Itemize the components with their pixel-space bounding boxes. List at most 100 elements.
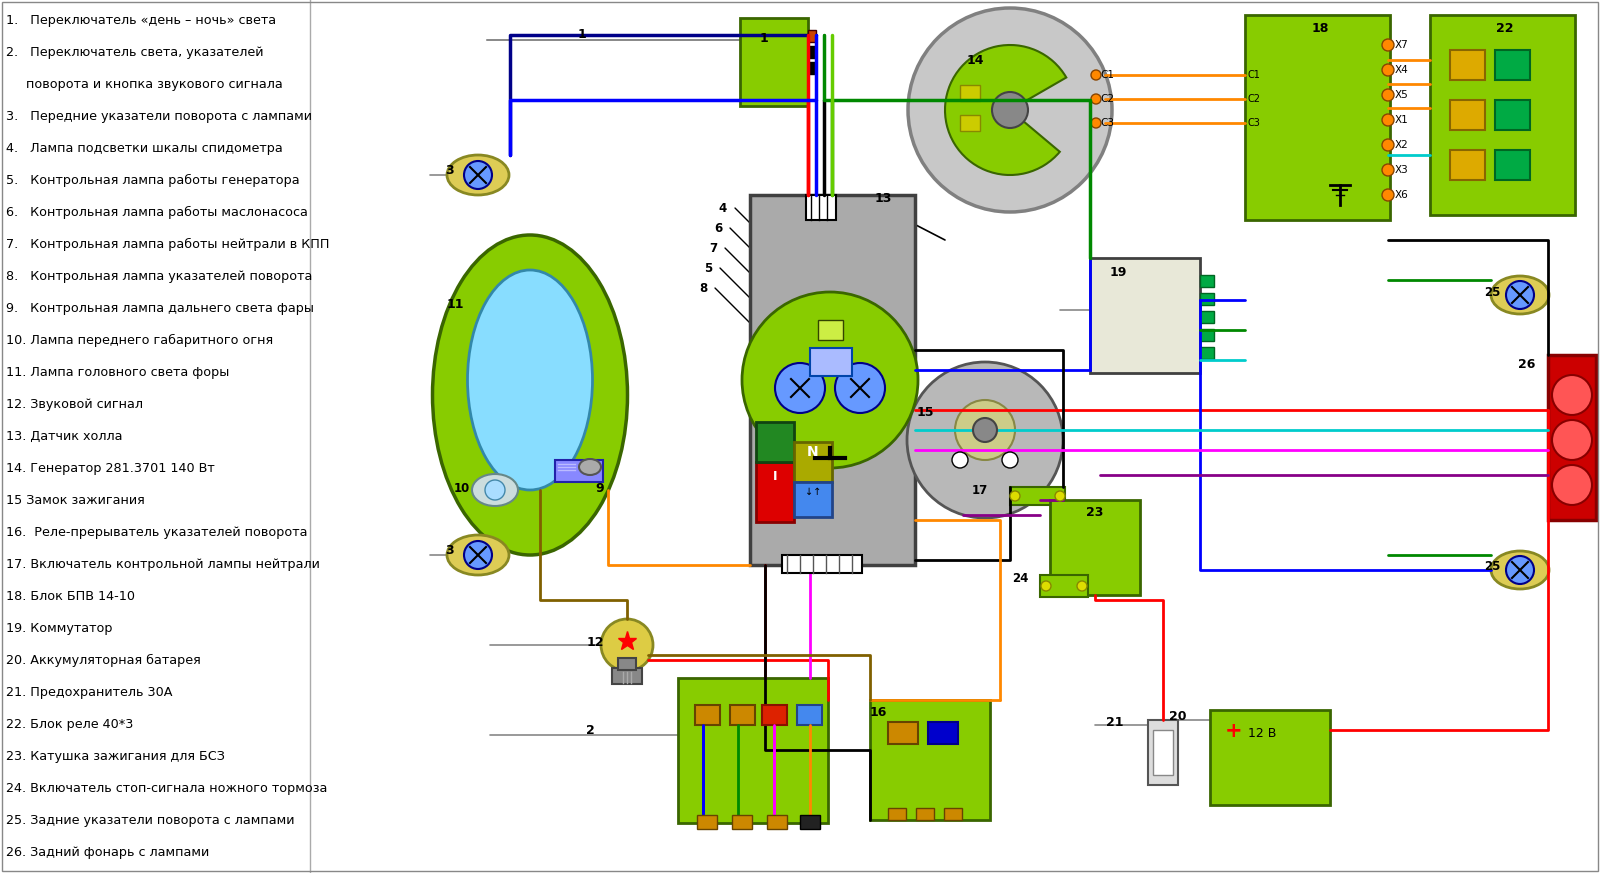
Text: 15: 15 [917,405,934,418]
Bar [1494,100,1530,130]
Bar [794,442,832,482]
Bar [797,705,822,725]
Text: 10. Лампа переднего габаритного огня: 10. Лампа переднего габаритного огня [6,334,274,347]
Text: 7: 7 [709,242,717,255]
Circle shape [774,363,826,413]
Circle shape [485,480,506,500]
Bar [888,808,906,820]
Text: 24. Включатель стоп-сигнала ножного тормоза: 24. Включатель стоп-сигнала ножного торм… [6,782,328,795]
Text: 2: 2 [586,724,594,737]
Bar [1200,329,1214,341]
Bar [750,195,915,565]
Text: поворота и кнопка звукового сигнала: поворота и кнопка звукового сигнала [6,78,283,91]
Text: 12: 12 [586,636,603,650]
Ellipse shape [432,235,627,555]
Circle shape [602,619,653,671]
Circle shape [464,161,493,189]
Text: C2: C2 [1101,94,1114,104]
Circle shape [952,452,968,468]
Bar [808,62,816,74]
Bar [1149,720,1178,785]
Text: 12 В: 12 В [1248,727,1277,740]
Bar [1210,710,1330,805]
Bar [818,320,843,340]
Text: C3: C3 [1101,118,1114,128]
Text: 11: 11 [446,299,464,312]
Bar [806,195,835,220]
Text: 21: 21 [1106,716,1123,728]
Text: 4: 4 [718,202,726,215]
Ellipse shape [446,155,509,195]
Text: 9.   Контрольная лампа дальнего света фары: 9. Контрольная лампа дальнего света фары [6,302,314,315]
Bar [739,18,808,106]
Text: 7.   Контрольная лампа работы нейтрали в КПП: 7. Контрольная лампа работы нейтрали в К… [6,238,330,251]
Bar [1200,311,1214,323]
Text: 19. Коммутатор: 19. Коммутатор [6,622,112,635]
Text: 8: 8 [699,281,707,294]
Bar [1200,293,1214,305]
Bar [1154,730,1173,775]
Circle shape [1552,375,1592,415]
Text: 15 Замок зажигания: 15 Замок зажигания [6,494,144,507]
Bar [698,815,717,829]
Circle shape [742,292,918,468]
Text: C3: C3 [1248,118,1261,128]
Text: 24: 24 [1011,572,1029,585]
Text: X3: X3 [1395,165,1408,175]
Text: 17. Включатель контрольной лампы нейтрали: 17. Включатель контрольной лампы нейтрал… [6,558,320,571]
Text: 25. Задние указатели поворота с лампами: 25. Задние указатели поворота с лампами [6,814,294,827]
Bar [618,658,637,670]
Text: 2.   Переключатель света, указателей: 2. Переключатель света, указателей [6,46,264,59]
Text: I: I [773,471,778,484]
Bar [555,460,603,482]
Text: +: + [1226,721,1243,741]
Bar [928,722,958,744]
Text: 14. Генератор 281.3701 140 Вт: 14. Генератор 281.3701 140 Вт [6,462,214,475]
Text: X2: X2 [1395,140,1408,150]
Circle shape [1382,89,1394,101]
Ellipse shape [1491,276,1549,314]
Text: 20. Аккумуляторная батарея: 20. Аккумуляторная батарея [6,654,200,667]
Text: C1: C1 [1101,70,1114,80]
Circle shape [1552,420,1592,460]
Text: C1: C1 [1248,70,1261,80]
Circle shape [907,362,1062,518]
Bar [808,46,816,58]
Text: ↓↑: ↓↑ [805,487,821,497]
Bar [782,555,862,573]
Text: 11. Лампа головного света форы: 11. Лампа головного света форы [6,366,229,379]
Text: 9: 9 [595,482,605,494]
Wedge shape [946,45,1066,175]
Text: 12. Звуковой сигнал: 12. Звуковой сигнал [6,398,142,411]
Bar [730,705,755,725]
Text: X4: X4 [1395,65,1408,75]
Bar [757,462,794,522]
Bar [915,808,934,820]
Text: 16.  Реле-прерыватель указателей поворота: 16. Реле-прерыватель указателей поворота [6,526,307,539]
Text: 4.   Лампа подсветки шкалы спидометра: 4. Лампа подсветки шкалы спидометра [6,142,283,155]
Ellipse shape [446,535,509,575]
Circle shape [1077,581,1086,591]
Bar [1200,275,1214,287]
Bar [800,815,819,829]
Text: X1: X1 [1395,115,1408,125]
Bar [733,815,752,829]
Circle shape [1382,114,1394,126]
Bar [762,705,787,725]
Bar [870,700,990,820]
Text: 8.   Контрольная лампа указателей поворота: 8. Контрольная лампа указателей поворота [6,270,312,283]
Text: 16: 16 [870,706,888,719]
Ellipse shape [472,474,518,506]
Text: X7: X7 [1395,40,1408,50]
Circle shape [909,8,1112,212]
Circle shape [1382,189,1394,201]
Text: 23: 23 [1086,506,1104,519]
Ellipse shape [1491,551,1549,589]
Bar [1430,15,1574,215]
Circle shape [1552,465,1592,505]
Circle shape [1091,70,1101,80]
Circle shape [835,363,885,413]
Circle shape [955,400,1014,460]
Circle shape [1054,491,1066,501]
Text: 10: 10 [454,482,470,494]
